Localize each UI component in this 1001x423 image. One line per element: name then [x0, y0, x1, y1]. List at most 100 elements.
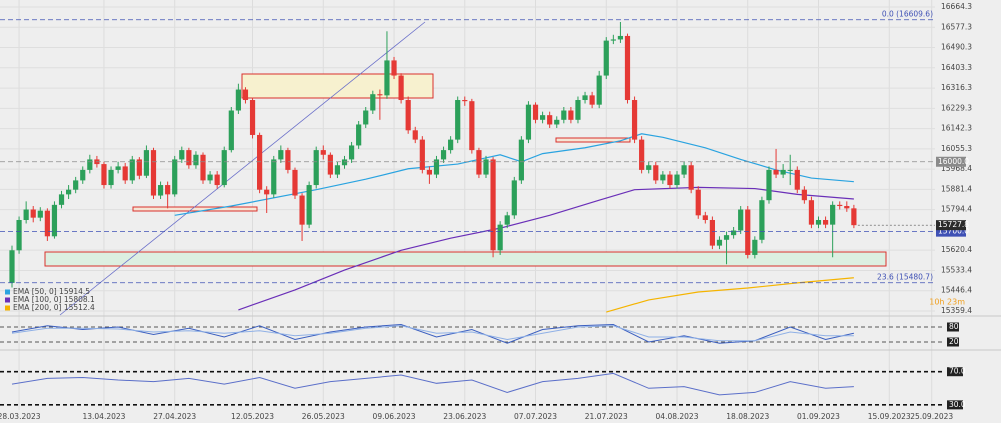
candle-body	[405, 100, 411, 131]
candle-body	[589, 95, 595, 105]
candle-body	[165, 185, 171, 195]
legend-swatch	[5, 297, 10, 303]
y-tick-label: 16142.3	[941, 124, 972, 133]
candle-body	[815, 219, 822, 225]
candle-body	[129, 159, 135, 181]
last-price-label: 15727.8	[938, 220, 969, 229]
candle-body	[306, 185, 312, 225]
x-tick-label: 26.05.2023	[302, 412, 345, 421]
candle-body	[101, 164, 107, 186]
candle-body	[320, 150, 326, 155]
candle-body	[801, 189, 807, 201]
candle-body	[448, 139, 454, 151]
candle-body	[271, 159, 277, 195]
y-tick-label: 80	[949, 322, 959, 331]
candle-body	[596, 75, 602, 105]
series-line	[11, 325, 854, 342]
candle-body	[610, 39, 616, 41]
candle-body	[356, 124, 362, 146]
resistance-zone	[241, 73, 434, 99]
candle-body	[249, 100, 256, 135]
candle-body	[731, 230, 737, 236]
candle-body	[674, 174, 680, 186]
x-tick-label: 27.04.2023	[153, 412, 196, 421]
candle-body	[490, 159, 496, 251]
candle-body	[16, 219, 22, 251]
fib-label: 23.6 (15480.7)	[877, 273, 933, 282]
candle-body	[709, 219, 715, 246]
candle-body	[334, 165, 341, 175]
candle-body	[172, 159, 178, 195]
candle-body	[766, 169, 772, 201]
candle-body	[264, 189, 270, 195]
candle-body	[65, 189, 72, 195]
candle-body	[759, 200, 765, 240]
candle-body	[157, 185, 164, 196]
candle-body	[455, 100, 461, 140]
legend-swatch	[5, 289, 10, 295]
candle-body	[525, 104, 532, 140]
price-tag-label: 15700.0	[938, 227, 969, 236]
trendline	[59, 21, 426, 316]
y-tick-label: 16403.3	[941, 63, 972, 72]
candle-body	[87, 159, 93, 170]
candle-body	[419, 139, 425, 170]
series-line	[11, 372, 854, 396]
candle-body	[723, 235, 730, 240]
candle-body	[228, 110, 234, 151]
candle-body	[624, 35, 631, 101]
candle-body	[426, 169, 433, 175]
candle-body	[377, 94, 383, 96]
candle-body	[391, 60, 397, 76]
candle-body	[497, 224, 503, 251]
candle-body	[745, 209, 751, 255]
x-tick-label: 25.09.2023	[910, 412, 953, 421]
candle-body	[44, 210, 50, 237]
candle-body	[30, 209, 36, 218]
legend-swatch	[5, 305, 10, 311]
candle-body	[639, 139, 645, 170]
candle-body	[143, 150, 150, 176]
candle-body	[653, 165, 659, 181]
candle-body	[539, 115, 546, 120]
candle-body	[646, 165, 652, 170]
price-tag	[936, 226, 966, 237]
candle-body	[752, 239, 758, 255]
candle-body	[200, 154, 206, 181]
candle-body	[207, 174, 213, 181]
fib-label: 0.0 (16609.6)	[882, 10, 933, 19]
y-tick-label: 15794.4	[941, 205, 972, 214]
candle-body	[667, 174, 673, 186]
candle-body	[242, 89, 249, 101]
candle-body	[285, 150, 291, 170]
x-tick-label: 28.03.2023	[0, 412, 41, 421]
y-tick-label: 15620.4	[941, 245, 972, 254]
legend-label: EMA [200, 0] 15512.4	[13, 303, 95, 312]
candle-body	[547, 115, 553, 125]
candle-body	[780, 169, 786, 175]
candle-body	[292, 169, 298, 196]
candle-body	[511, 180, 517, 216]
y-tick-label: 16055.3	[941, 144, 972, 153]
candle-body	[787, 169, 793, 171]
x-tick-label: 18.08.2023	[726, 412, 769, 421]
candle-body	[617, 35, 624, 40]
candle-body	[631, 100, 638, 140]
candle-body	[51, 204, 58, 237]
candle-body	[483, 159, 489, 175]
candle-body	[193, 154, 199, 166]
y-tick-label: 70.0	[949, 367, 966, 376]
candle-body	[278, 150, 284, 160]
candle-body	[681, 165, 687, 175]
candle-body	[844, 206, 850, 209]
candle-body	[348, 145, 355, 160]
candle-body	[582, 95, 588, 101]
candle-body	[23, 209, 29, 220]
candle-body	[504, 215, 510, 225]
candle-body	[469, 101, 475, 151]
tick-label-bg	[947, 400, 963, 410]
candle-body	[532, 104, 539, 120]
candle-body	[822, 219, 829, 225]
